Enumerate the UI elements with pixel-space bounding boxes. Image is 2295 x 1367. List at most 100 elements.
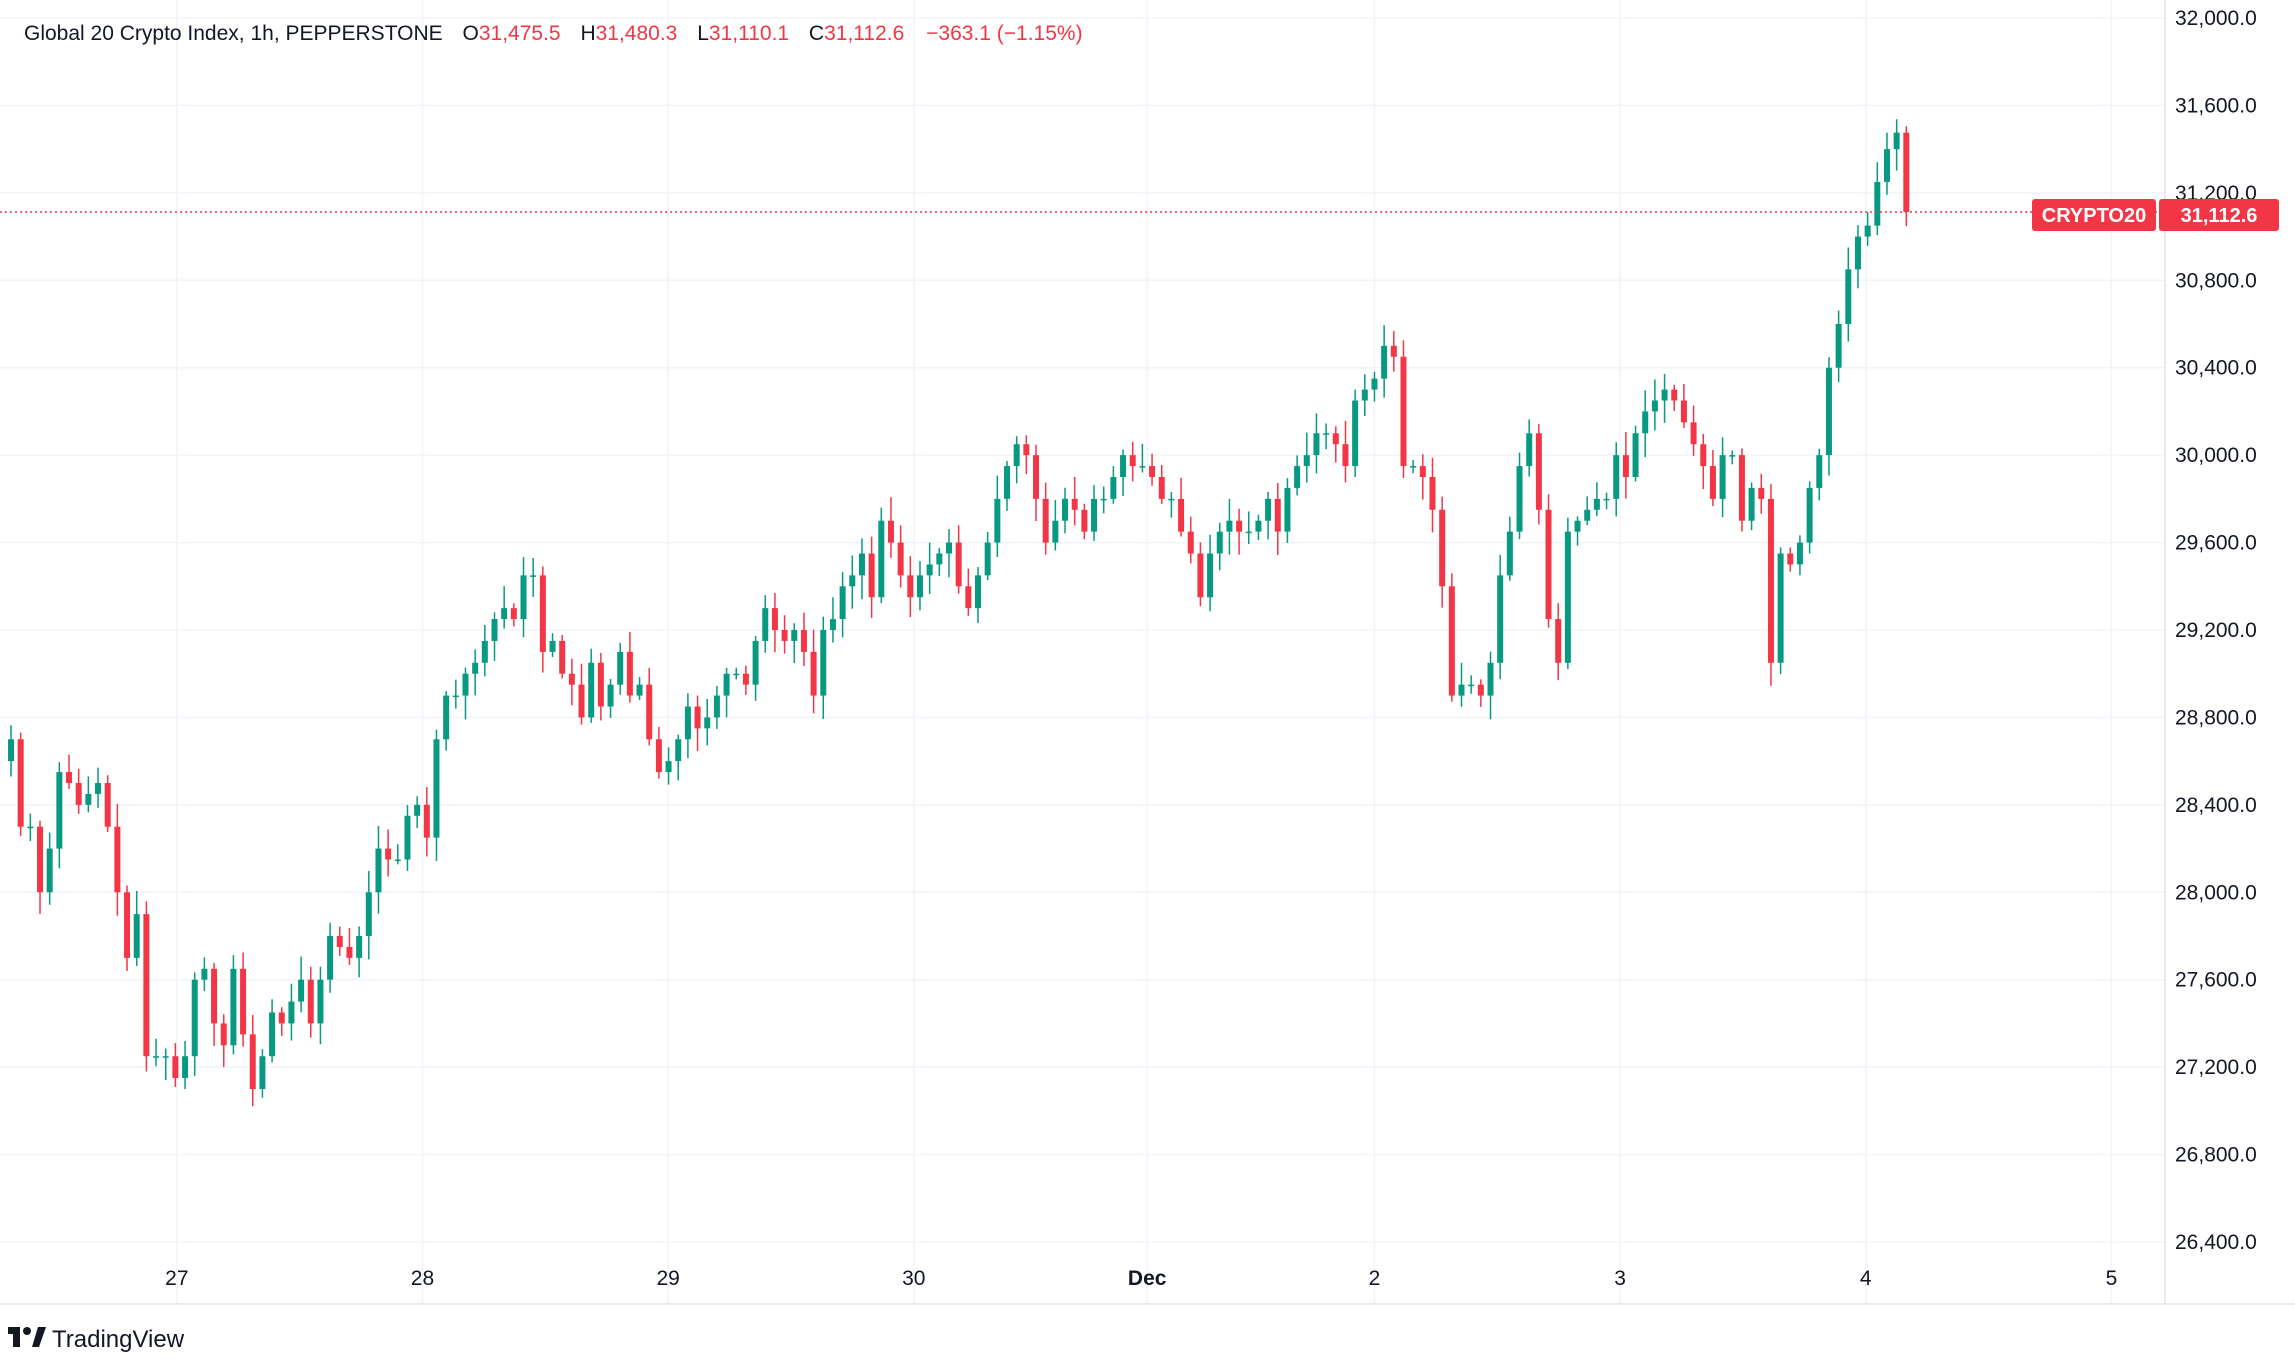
candle-body <box>1197 553 1204 598</box>
candle-body <box>1245 531 1252 534</box>
candle-body <box>481 640 488 663</box>
candle-body <box>1777 553 1784 663</box>
candle-body <box>307 979 314 1024</box>
x-tick-label: 28 <box>411 1267 434 1290</box>
candle-body <box>791 630 798 641</box>
price-tag-symbol-bg <box>2032 199 2156 231</box>
candle-body <box>1216 531 1223 554</box>
candle-body <box>423 804 430 838</box>
legend-high-value: 31,480.3 <box>596 22 678 45</box>
candle-body <box>278 1012 285 1024</box>
candle-body <box>433 739 440 838</box>
y-tick-label: 30,400.0 <box>2175 357 2257 380</box>
y-tick-label: 29,200.0 <box>2175 619 2257 642</box>
candle-body <box>1680 400 1687 423</box>
candle-body <box>230 968 237 1046</box>
tradingview-logo-icon <box>8 1327 46 1347</box>
candle-body <box>1874 181 1881 226</box>
candle-body <box>1555 619 1562 663</box>
candle-body <box>1806 487 1813 543</box>
candle-body <box>1332 433 1339 445</box>
candle-body <box>829 619 836 630</box>
candle-body <box>1825 367 1832 456</box>
candle-body <box>800 630 807 652</box>
candle-body <box>1120 455 1127 477</box>
tradingview-logo[interactable]: TradingView <box>8 1326 185 1353</box>
candle-body <box>269 1012 276 1057</box>
candle-body <box>868 553 875 598</box>
candle-body <box>317 979 324 1024</box>
candle-body <box>597 662 604 707</box>
candle-body <box>1854 236 1861 270</box>
candle-body <box>578 684 585 718</box>
candle-body <box>1487 662 1494 696</box>
candle-body <box>1632 433 1639 477</box>
candle-body <box>945 542 952 554</box>
candle-body <box>365 892 372 936</box>
legend-low-label: L <box>697 22 709 45</box>
candle-body <box>1526 433 1533 467</box>
candle-body <box>327 936 334 980</box>
candle-body <box>975 575 981 609</box>
candle-body <box>1226 520 1233 532</box>
candle-body <box>742 673 749 685</box>
candle-body <box>1207 553 1214 598</box>
candle-body <box>713 695 720 718</box>
candle-body <box>752 640 759 685</box>
candle-body <box>646 684 653 740</box>
candle-body <box>162 1056 169 1058</box>
candle-body <box>1845 269 1852 324</box>
candle-body <box>878 520 885 598</box>
candle-body <box>104 783 111 827</box>
price-tag-symbol: CRYPTO20 <box>2042 205 2146 227</box>
candle-body <box>1042 498 1049 543</box>
candle-body <box>617 651 624 685</box>
candle-body <box>1719 455 1726 499</box>
candle-body <box>965 586 972 609</box>
y-tick-label: 26,400.0 <box>2175 1231 2257 1254</box>
candle-body <box>1371 378 1378 390</box>
candle-body <box>191 979 198 1057</box>
y-tick-label: 30,000.0 <box>2175 444 2257 467</box>
y-tick-label: 27,600.0 <box>2175 969 2257 992</box>
candle-body <box>249 1034 256 1089</box>
legend-change: −363.1 (−1.15%) <box>926 22 1082 45</box>
time-axis[interactable]: 27 28 29 30 Dec 2 3 4 5 <box>165 1267 2117 1290</box>
candle-body <box>462 673 469 696</box>
candle-body <box>1071 498 1078 510</box>
candle-body <box>288 1001 295 1024</box>
candle-body <box>143 914 150 1057</box>
candle-body <box>1255 520 1262 532</box>
candle-body <box>1622 455 1629 477</box>
candle-body <box>1313 433 1320 456</box>
candle-body <box>820 630 827 696</box>
candle-body <box>1265 498 1272 521</box>
x-tick-label: 3 <box>1614 1267 1626 1290</box>
candle-body <box>1796 542 1803 565</box>
candle-body <box>897 542 904 576</box>
candle-body <box>762 608 769 641</box>
candle-body <box>636 684 643 696</box>
candle-body <box>404 815 411 860</box>
legend-symbol-name: Global 20 Crypto Index, 1h, PEPPERSTONE <box>24 22 443 45</box>
tradingview-brand-name: TradingView <box>52 1326 185 1353</box>
candle-body <box>1091 498 1098 532</box>
candle-body <box>1448 586 1455 696</box>
candle-body <box>1477 684 1484 696</box>
last-price-tag: CRYPTO20 31,112.6 <box>2032 199 2279 231</box>
candle-body <box>520 575 527 620</box>
candle-body <box>1613 455 1620 499</box>
candle-body <box>1545 509 1552 620</box>
candle-body <box>385 848 392 860</box>
candle-body <box>1149 466 1156 477</box>
legend-open-label: O <box>463 22 479 45</box>
candle-body <box>655 739 662 773</box>
candle-body <box>568 673 575 685</box>
candle-body <box>1178 498 1185 532</box>
candle-body <box>1535 433 1542 510</box>
price-axis[interactable]: 32,000.031,600.031,200.030,800.030,400.0… <box>2175 7 2257 1254</box>
candle-body <box>1400 356 1407 467</box>
candle-body <box>1709 466 1716 499</box>
candle-body <box>1294 466 1301 488</box>
